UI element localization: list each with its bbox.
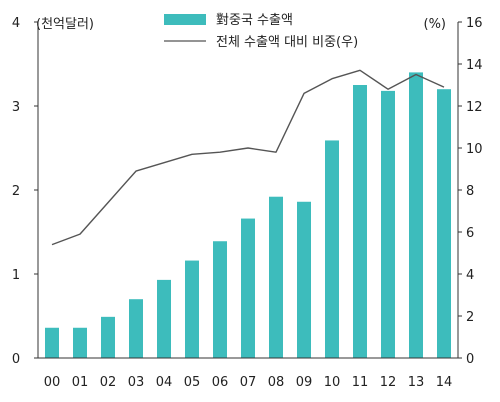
x-tick-label: 02 xyxy=(100,375,117,390)
left-axis-unit-label: (천억달러) xyxy=(36,17,94,32)
x-tick-label: 06 xyxy=(212,375,229,390)
x-tick-label: 08 xyxy=(268,375,285,390)
right-tick-label: 8 xyxy=(466,184,474,199)
x-tick-label: 13 xyxy=(408,375,425,390)
right-axis-unit-label: (%) xyxy=(424,17,447,32)
left-tick-label: 4 xyxy=(12,16,20,31)
bar-10 xyxy=(325,140,339,358)
x-tick-label: 12 xyxy=(380,375,397,390)
right-tick-label: 14 xyxy=(466,58,483,73)
legend-line-label: 전체 수출액 대비 비중(우) xyxy=(216,35,358,50)
left-tick-label: 3 xyxy=(12,100,20,115)
x-tick-label: 01 xyxy=(72,375,89,390)
bar-01 xyxy=(73,327,87,358)
left-tick-label: 2 xyxy=(12,184,20,199)
bar-05 xyxy=(185,260,199,358)
x-tick-label: 14 xyxy=(436,375,453,390)
x-tick-label: 05 xyxy=(184,375,201,390)
bar-00 xyxy=(45,327,59,358)
right-tick-label: 6 xyxy=(466,226,474,241)
bar-12 xyxy=(381,90,395,358)
line-layer xyxy=(51,69,445,246)
right-tick-label: 0 xyxy=(466,352,474,367)
legend-bar-swatch xyxy=(164,14,206,25)
x-tick-label: 09 xyxy=(296,375,313,390)
right-tick-label: 10 xyxy=(466,142,483,157)
right-tick-label: 2 xyxy=(466,310,474,325)
bar-02 xyxy=(101,316,115,358)
left-tick-label: 0 xyxy=(12,352,20,367)
bar-06 xyxy=(213,241,227,358)
bar-11 xyxy=(353,85,367,358)
right-tick-label: 16 xyxy=(466,16,483,31)
bar-07 xyxy=(241,218,255,358)
legend-bar-label: 對중국 수출액 xyxy=(216,13,293,28)
bar-04 xyxy=(157,279,171,358)
bar-13 xyxy=(409,72,423,359)
right-tick-label: 12 xyxy=(466,100,483,115)
x-tick-label: 03 xyxy=(128,375,145,390)
bars-layer xyxy=(45,72,451,359)
x-tick-label: 11 xyxy=(352,375,369,390)
x-tick-label: 10 xyxy=(324,375,341,390)
x-tick-label: 07 xyxy=(240,375,257,390)
right-tick-label: 4 xyxy=(466,268,474,283)
left-tick-label: 1 xyxy=(12,268,20,283)
bar-03 xyxy=(129,299,143,358)
bar-09 xyxy=(297,201,311,358)
x-tick-label: 04 xyxy=(156,375,173,390)
bar-14 xyxy=(437,89,451,358)
x-tick-label: 00 xyxy=(44,375,61,390)
bar-08 xyxy=(269,196,283,358)
legend: 對중국 수출액 전체 수출액 대비 비중(우) xyxy=(164,13,358,50)
